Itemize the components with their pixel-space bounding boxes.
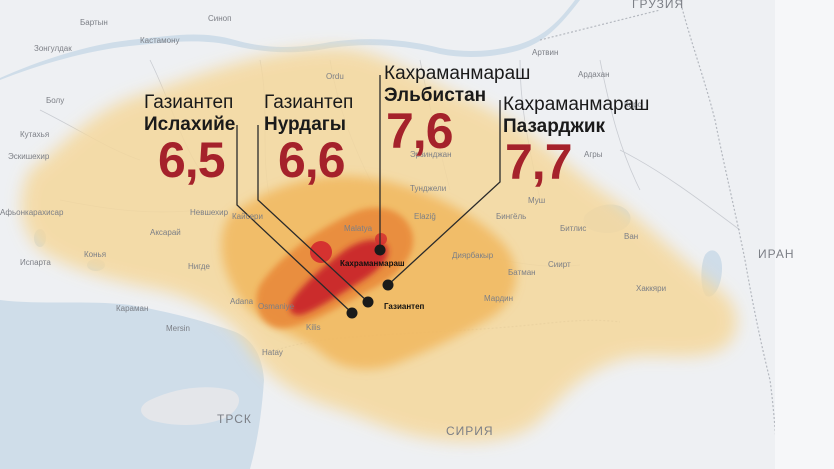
callout-leaders xyxy=(236,75,501,314)
epicenter-nurdagy-dot xyxy=(362,296,374,308)
epicenter-elbistan-dot xyxy=(374,244,386,256)
place-label: Муш xyxy=(528,196,546,205)
country-label-iran: ИРАН xyxy=(758,247,795,261)
leader-islahiye xyxy=(236,125,353,314)
heat-max-nurdagy xyxy=(310,241,332,263)
magnitude-value: 7,7 xyxy=(505,134,573,190)
place-label: Сиирт xyxy=(548,260,571,269)
place-label: Диярбакыр xyxy=(452,251,494,260)
place-label: Конья xyxy=(84,250,107,259)
place-label: Бингёль xyxy=(496,212,527,221)
place-label: Мардин xyxy=(484,294,514,303)
callout-district: Ислахийе xyxy=(144,114,236,135)
place-label: Ардахан xyxy=(578,70,610,79)
place-label: Эскишехир xyxy=(8,152,50,161)
place-label: Hatay xyxy=(262,348,283,357)
callout-pazardzhik: Кахраманмараш Пазарджик 7,7 xyxy=(503,94,650,190)
country-label-syria: СИРИЯ xyxy=(446,424,494,438)
place-label: Adana xyxy=(230,297,254,306)
place-label: Elaziğ xyxy=(414,212,436,221)
place-label: Osmaniye xyxy=(258,302,295,311)
place-label: Эрзинджан xyxy=(410,150,452,159)
place-label: Аксарай xyxy=(150,228,181,237)
place-label: Зонгулдак xyxy=(34,44,72,53)
cyprus xyxy=(141,387,240,425)
country-label-georgia: ГРУЗИЯ xyxy=(632,0,685,11)
epicenter-pazardzhik-dot xyxy=(382,279,394,291)
epicenter-label-gaziantep: Газиантеп xyxy=(384,302,425,311)
place-label: Mersin xyxy=(166,324,191,333)
callout-nurdagy: Газиантеп Нурдагы 6,6 xyxy=(264,92,354,188)
place-label: Хаккяри xyxy=(636,284,667,293)
heat-max xyxy=(289,239,388,316)
callout-district: Эльбистан xyxy=(384,85,487,106)
place-label: Караман xyxy=(116,304,149,313)
land-north-coast xyxy=(0,0,575,78)
callout-city: Кахраманмараш xyxy=(503,94,650,115)
magnitude-value: 7,6 xyxy=(386,103,454,159)
place-label: Артвин xyxy=(532,48,559,57)
callout-district: Пазарджик xyxy=(503,116,606,137)
callout-city: Газиантеп xyxy=(264,92,354,113)
callout-islahiye: Газиантеп Ислахийе 6,5 xyxy=(144,92,236,188)
place-label: Kilis xyxy=(306,323,321,332)
callout-district: Нурдагы xyxy=(264,114,346,135)
leader-pazardzhik xyxy=(387,100,501,286)
callout-city: Газиантеп xyxy=(144,92,234,113)
place-label: Невшехир xyxy=(190,208,229,217)
mediterranean-sea xyxy=(0,300,264,469)
place-label: Ordu xyxy=(326,72,344,81)
magnitude-value: 6,5 xyxy=(158,132,226,188)
place-label: Кутахья xyxy=(20,130,50,139)
place-label: Ван xyxy=(624,232,639,241)
place-label: Афьонкарахисар xyxy=(0,208,64,217)
leader-nurdagy xyxy=(257,125,369,303)
place-label: Испарта xyxy=(20,258,51,267)
epicenter-islahiye-dot xyxy=(346,307,358,319)
place-label: Тунджели xyxy=(410,184,447,193)
place-label: Батман xyxy=(508,268,536,277)
place-label: Карс xyxy=(624,100,642,109)
place-label: Бартын xyxy=(80,18,108,27)
place-label: Синоп xyxy=(208,14,232,23)
country-label-trnc: ТРСК xyxy=(217,412,252,426)
map-edge-fade xyxy=(775,0,834,469)
place-label: Битлис xyxy=(560,224,587,233)
callout-elbistan: Кахраманмараш Эльбистан 7,6 xyxy=(384,63,531,159)
place-label: Болу xyxy=(46,96,65,105)
heat-max-elbistan xyxy=(375,233,387,245)
callout-city: Кахраманмараш xyxy=(384,63,531,84)
place-label: Malatya xyxy=(344,224,373,233)
magnitude-value: 6,6 xyxy=(278,132,346,188)
place-label: Нигде xyxy=(188,262,210,271)
epicenter-label-kahramanmarash: Кахраманмараш xyxy=(340,259,405,268)
place-label: Агры xyxy=(584,150,603,159)
place-label: Кастамону xyxy=(140,36,180,45)
place-label: Кайсери xyxy=(232,212,263,221)
